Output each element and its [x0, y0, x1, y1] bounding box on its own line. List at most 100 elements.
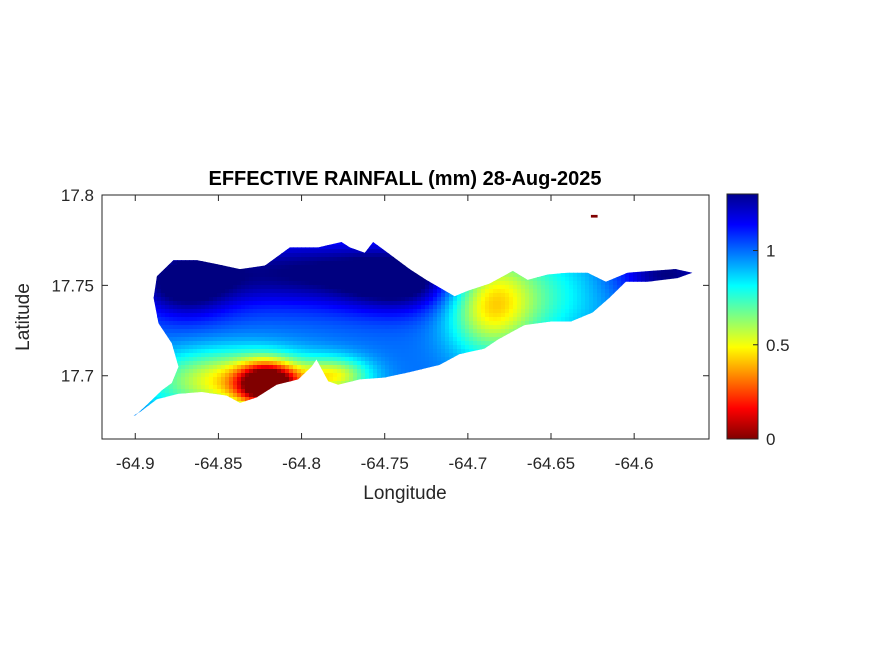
- field-cell: [177, 237, 182, 242]
- field-cell: [373, 269, 378, 274]
- field-cell: [173, 301, 178, 306]
- field-cell: [289, 257, 294, 262]
- field-cell: [645, 249, 650, 254]
- field-cell: [505, 253, 510, 258]
- field-cell: [269, 261, 274, 266]
- field-cell: [693, 305, 698, 310]
- field-cell: [493, 245, 498, 250]
- field-cell: [149, 297, 154, 302]
- field-cell: [393, 297, 398, 302]
- field-cell: [653, 289, 658, 294]
- field-cell: [293, 257, 298, 262]
- field-cell: [369, 317, 374, 322]
- field-cell: [677, 253, 682, 258]
- field-cell: [541, 273, 546, 278]
- field-cell: [425, 293, 430, 298]
- field-cell: [325, 321, 330, 326]
- field-cell: [681, 293, 686, 298]
- field-cell: [645, 341, 650, 346]
- field-cell: [233, 245, 238, 250]
- field-cell: [473, 253, 478, 258]
- field-cell: [537, 325, 542, 330]
- field-cell: [589, 345, 594, 350]
- field-cell: [593, 253, 598, 258]
- field-cell: [465, 273, 470, 278]
- field-cell: [653, 325, 658, 330]
- field-cell: [285, 317, 290, 322]
- field-cell: [337, 333, 342, 338]
- field-cell: [273, 281, 278, 286]
- field-cell: [297, 301, 302, 306]
- field-cell: [313, 337, 318, 342]
- field-cell: [677, 242, 682, 246]
- field-cell: [209, 257, 214, 262]
- field-cell: [417, 321, 422, 326]
- field-cell: [225, 277, 230, 282]
- field-cell: [377, 305, 382, 310]
- field-cell: [593, 309, 598, 314]
- field-cell: [537, 305, 542, 310]
- field-cell: [689, 321, 693, 326]
- field-cell: [545, 329, 550, 334]
- field-cell: [549, 357, 554, 362]
- field-cell: [517, 242, 522, 246]
- field-cell: [285, 242, 290, 246]
- field-cell: [337, 325, 342, 330]
- field-cell: [157, 325, 162, 330]
- field-cell: [581, 237, 586, 242]
- field-cell: [205, 317, 210, 322]
- field-cell: [689, 353, 693, 358]
- field-cell: [665, 365, 670, 370]
- field-cell: [169, 321, 174, 326]
- field-cell: [465, 245, 470, 250]
- field-cell: [409, 365, 414, 370]
- field-cell: [317, 369, 322, 374]
- field-cell: [341, 365, 346, 370]
- field-cell: [341, 353, 346, 358]
- field-cell: [185, 253, 190, 258]
- field-cell: [417, 257, 422, 262]
- field-cell: [593, 269, 598, 274]
- field-cell: [437, 337, 442, 342]
- field-cell: [477, 249, 482, 254]
- field-cell: [309, 313, 314, 318]
- field-cell: [333, 237, 338, 242]
- field-cell: [193, 289, 198, 294]
- field-cell: [429, 301, 434, 306]
- field-cell: [185, 341, 190, 346]
- field-cell: [433, 345, 438, 350]
- field-cell: [601, 265, 606, 270]
- field-cell: [537, 289, 542, 294]
- field-cell: [473, 329, 478, 334]
- field-cell: [349, 297, 354, 302]
- field-cell: [349, 309, 354, 314]
- field-cell: [209, 325, 214, 330]
- field-cell: [389, 257, 394, 262]
- field-cell: [277, 245, 282, 250]
- field-cell: [333, 269, 338, 274]
- field-cell: [653, 249, 658, 254]
- field-cell: [185, 349, 190, 354]
- field-cell: [481, 261, 486, 266]
- field-cell: [217, 253, 222, 258]
- field-cell: [637, 285, 642, 290]
- field-cell: [589, 321, 594, 326]
- field-cell: [633, 245, 638, 250]
- field-cell: [421, 365, 426, 370]
- field-cell: [333, 253, 338, 258]
- field-cell: [577, 265, 582, 270]
- field-cell: [621, 329, 626, 334]
- field-cell: [477, 353, 482, 358]
- field-cell: [405, 345, 410, 350]
- field-cell: [181, 325, 186, 330]
- field-cell: [341, 373, 346, 378]
- field-cell: [153, 353, 158, 358]
- field-cell: [261, 245, 266, 250]
- field-cell: [569, 261, 574, 266]
- field-cell: [161, 321, 166, 326]
- field-cell: [153, 253, 158, 258]
- field-cell: [345, 369, 350, 374]
- field-cell: [181, 341, 186, 346]
- field-cell: [657, 333, 662, 338]
- field-cell: [145, 365, 150, 370]
